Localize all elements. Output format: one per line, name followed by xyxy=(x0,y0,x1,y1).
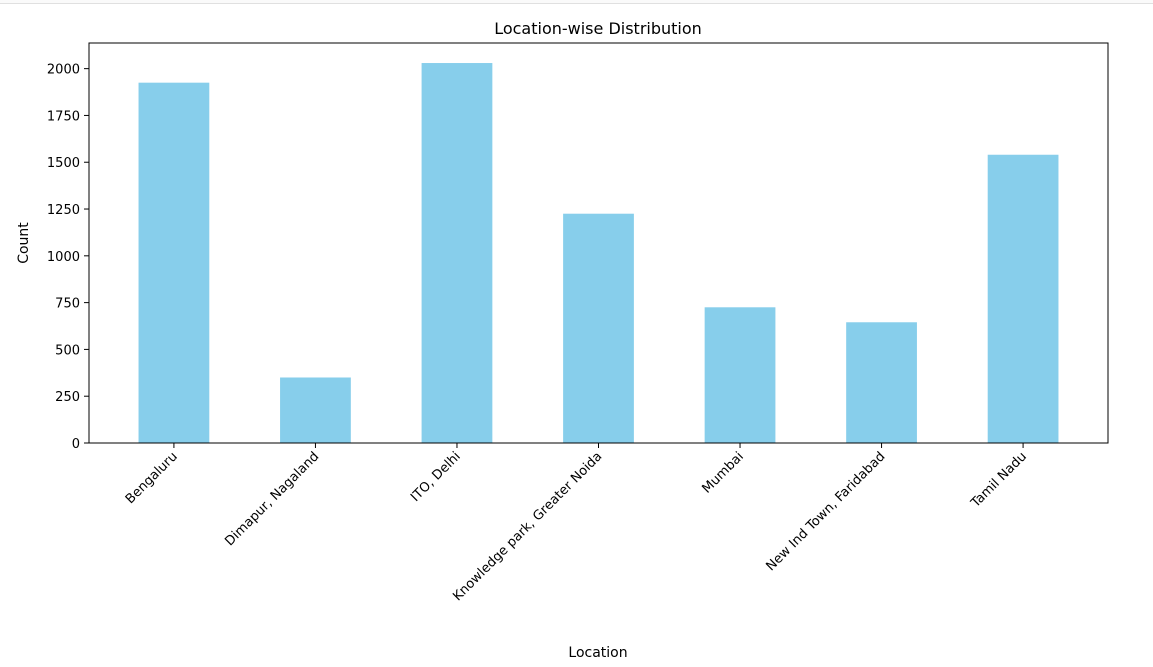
x-axis-label: Location xyxy=(568,645,627,661)
y-tick-label-3: 750 xyxy=(55,297,80,312)
bar-0 xyxy=(138,82,210,443)
bars-group xyxy=(138,63,1059,444)
bar-3 xyxy=(563,213,634,443)
bar-1 xyxy=(280,377,351,443)
x-tick-label-4: Mumbai xyxy=(700,449,747,496)
x-tick-label-2: ITO, Delhi xyxy=(408,449,464,505)
y-axis-label: Count xyxy=(16,222,32,264)
y-tick-label-2: 500 xyxy=(55,343,80,358)
y-tick-label-4: 1000 xyxy=(47,250,80,265)
y-tick-label-5: 1250 xyxy=(47,203,80,218)
y-tick-label-7: 1750 xyxy=(47,109,80,124)
y-tick-label-8: 2000 xyxy=(47,63,80,78)
y-tick-label-1: 250 xyxy=(55,390,80,405)
x-tick-label-1: Dimapur, Nagaland xyxy=(222,449,322,549)
y-tick-label-0: 0 xyxy=(72,437,80,452)
notebook-cell-edge xyxy=(0,0,1153,4)
bar-5 xyxy=(846,322,917,443)
chart-title: Location-wise Distribution xyxy=(494,19,702,38)
x-tick-label-5: New Ind Town, Faridabad xyxy=(763,449,888,574)
x-tick-label-0: Bengaluru xyxy=(123,449,181,507)
x-axis-ticks: Bengaluru Dimapur, Nagaland ITO, DelhiKnow… xyxy=(123,443,1030,604)
bar-2 xyxy=(421,63,493,443)
bar-4 xyxy=(704,307,776,443)
bar-6 xyxy=(987,154,1059,444)
y-axis-ticks: 0 250 500 750 1000 1250 1500 1750 2000 xyxy=(47,63,89,452)
y-tick-label-6: 1500 xyxy=(47,156,80,171)
x-tick-label-6: Tamil Nadu xyxy=(968,449,1030,511)
x-tick-label-3: Knowledge park, Greater Noida xyxy=(450,449,605,604)
plot-frame xyxy=(88,42,1109,444)
